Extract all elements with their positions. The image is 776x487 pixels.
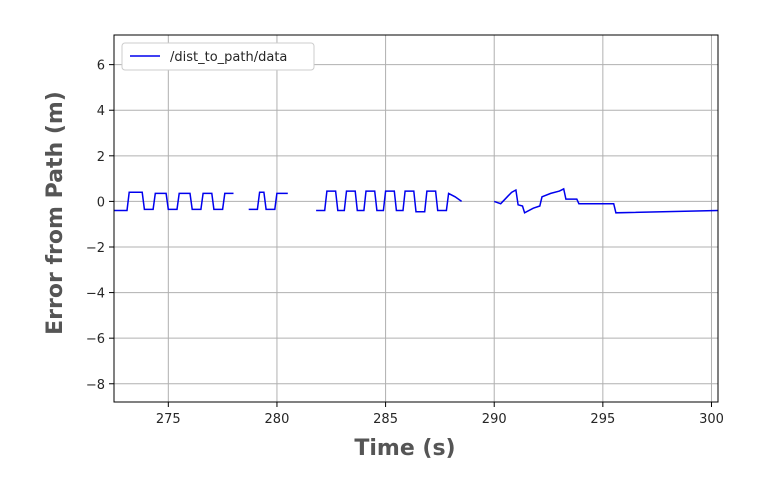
y-tick-label: 4	[97, 104, 105, 119]
series-line-segment	[493, 187, 719, 214]
x-tick-label: 275	[156, 412, 181, 427]
y-tick-label: 0	[97, 195, 105, 210]
x-tick-label: 280	[265, 412, 290, 427]
series-line-segment	[248, 191, 288, 211]
series-line-segment	[316, 190, 463, 213]
legend-entry-label: /dist_to_path/data	[170, 50, 287, 65]
x-axis-label: Time (s)	[354, 436, 455, 461]
y-tick-label: −8	[86, 378, 105, 393]
y-tick-label: 2	[97, 150, 105, 165]
x-tick-label: 295	[590, 412, 615, 427]
y-tick-label: −6	[86, 332, 105, 347]
plot-frame	[113, 34, 719, 403]
legend-box	[121, 42, 315, 71]
y-tick-label: −2	[86, 241, 105, 256]
y-tick-label: 6	[97, 59, 105, 74]
y-tick-label: −4	[86, 287, 105, 302]
x-tick-label: 300	[699, 412, 724, 427]
legend: /dist_to_path/data	[121, 42, 315, 71]
grid	[114, 35, 718, 402]
series-line-segment	[114, 191, 234, 212]
x-axis-ticks: 275 280 285 290 295 300	[156, 402, 724, 427]
x-tick-label: 290	[482, 412, 507, 427]
y-axis-label: Error from Path (m)	[43, 91, 68, 335]
x-tick-label: 285	[373, 412, 398, 427]
y-axis-ticks: 6 4 2 0 −2 −4 −6 −8	[86, 59, 114, 393]
series-layer	[114, 187, 719, 214]
